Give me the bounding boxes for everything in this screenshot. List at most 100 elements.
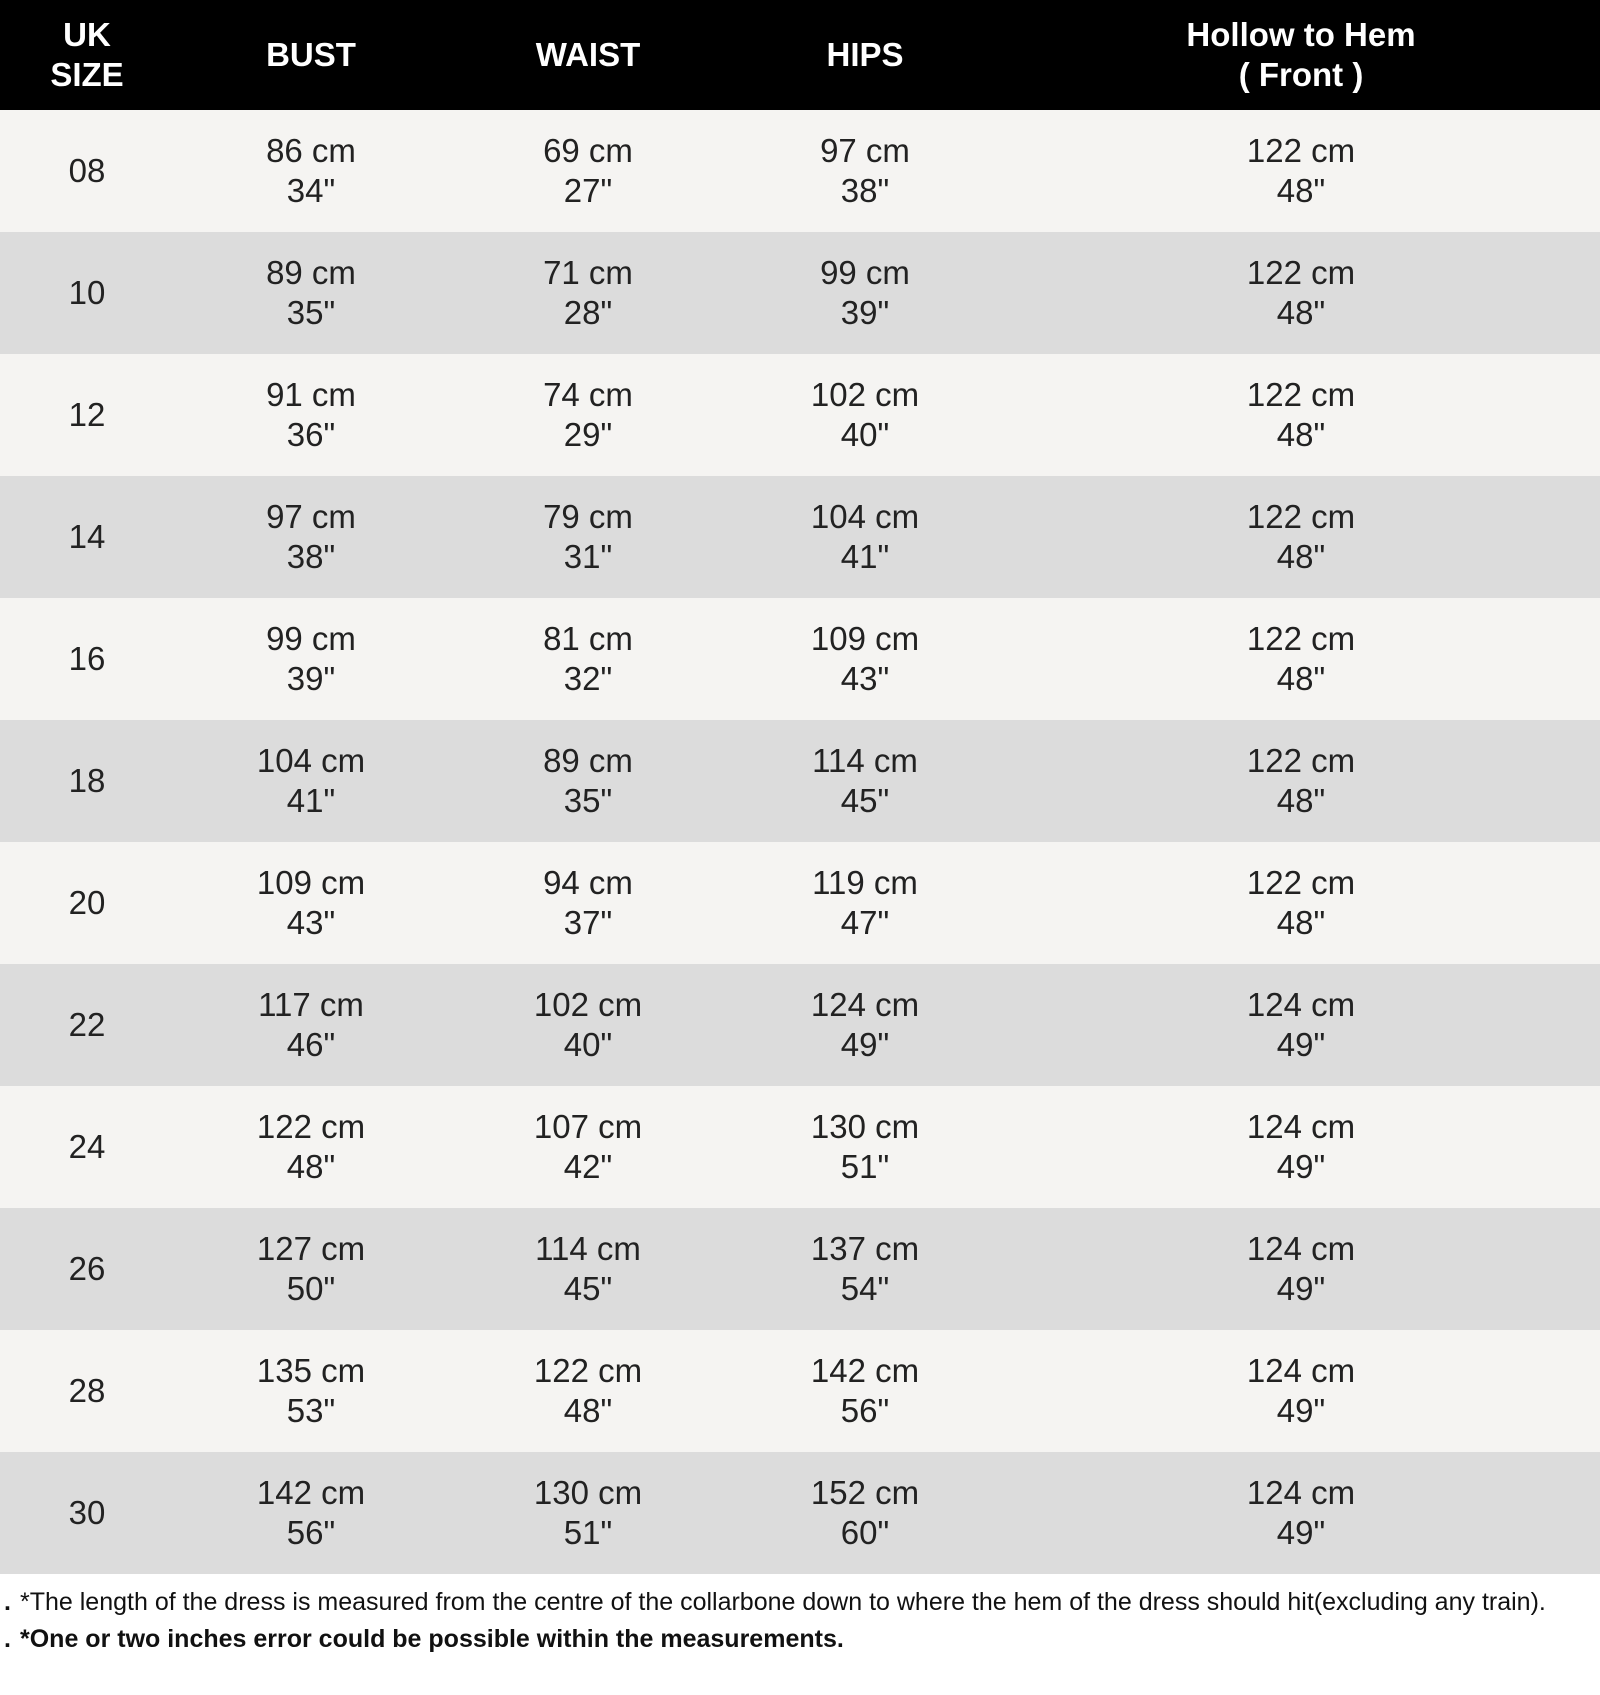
footer-notes: . *The length of the dress is measured fr… xyxy=(0,1574,1600,1658)
bust-cell: 89 cm 35" xyxy=(174,253,448,333)
inch-value: 45" xyxy=(563,1270,613,1307)
cm-value: 117 cm xyxy=(258,986,364,1023)
cm-value: 142 cm xyxy=(256,1474,366,1511)
inch-value: 56" xyxy=(840,1392,890,1429)
table-row: 22 117 cm 46" 102 cm 40" 124 cm 49" 124 cm 49" xyxy=(0,964,1600,1086)
inch-value: 35" xyxy=(563,782,613,819)
inch-value: 46" xyxy=(286,1026,336,1063)
cm-value: 122 cm xyxy=(533,1352,643,1389)
cm-value: 114 cm xyxy=(812,742,918,779)
bust-cell: 99 cm 39" xyxy=(174,619,448,699)
bust-cell: 97 cm 38" xyxy=(174,497,448,577)
waist-cell: 102 cm 40" xyxy=(448,985,728,1065)
hips-cell: 137 cm 54" xyxy=(728,1229,1002,1309)
header-text: WAIST xyxy=(535,36,641,73)
note-length: . *The length of the dress is measured fr… xyxy=(4,1584,1600,1621)
inch-value: 32" xyxy=(563,660,613,697)
size-chart-table: UK SIZE BUST WAIST HIPS Hollow to Hem( Fr… xyxy=(0,0,1600,1574)
hips-cell: 97 cm 38" xyxy=(728,131,1002,211)
header-hips: HIPS xyxy=(728,35,1002,75)
inch-value: 56" xyxy=(286,1514,336,1551)
cm-value: 122 cm xyxy=(1246,620,1356,657)
inch-value: 37" xyxy=(563,904,613,941)
waist-cell: 107 cm 42" xyxy=(448,1107,728,1187)
inch-value: 49" xyxy=(1276,1026,1326,1063)
inch-value: 39" xyxy=(286,660,336,697)
bust-cell: 117 cm 46" xyxy=(174,985,448,1065)
cm-value: 122 cm xyxy=(1246,254,1356,291)
waist-cell: 130 cm 51" xyxy=(448,1473,728,1553)
header-text: UK xyxy=(63,16,111,53)
size-cell: 30 xyxy=(68,1494,106,1531)
table-row: 16 99 cm 39" 81 cm 32" 109 cm 43" 122 cm 48" xyxy=(0,598,1600,720)
header-text: ( Front ) xyxy=(1238,56,1364,93)
inch-value: 35" xyxy=(286,294,336,331)
hem-cell: 122 cm 48" xyxy=(1002,863,1600,943)
inch-value: 48" xyxy=(1276,904,1326,941)
cm-value: 130 cm xyxy=(810,1108,920,1145)
cm-value: 135 cm xyxy=(256,1352,366,1389)
waist-cell: 81 cm 32" xyxy=(448,619,728,699)
hips-cell: 109 cm 43" xyxy=(728,619,1002,699)
cm-value: 137 cm xyxy=(810,1230,920,1267)
cm-value: 94 cm xyxy=(543,864,633,901)
inch-value: 45" xyxy=(840,782,890,819)
hips-cell: 119 cm 47" xyxy=(728,863,1002,943)
cm-value: 122 cm xyxy=(1246,498,1356,535)
cm-value: 89 cm xyxy=(543,742,633,779)
cm-value: 97 cm xyxy=(266,498,356,535)
inch-value: 43" xyxy=(286,904,336,941)
cm-value: 152 cm xyxy=(810,1474,920,1511)
table-header: UK SIZE BUST WAIST HIPS Hollow to Hem( Fr… xyxy=(0,0,1600,110)
waist-cell: 114 cm 45" xyxy=(448,1229,728,1309)
inch-value: 49" xyxy=(1276,1270,1326,1307)
cm-value: 97 cm xyxy=(820,132,910,169)
cm-value: 122 cm xyxy=(1246,132,1356,169)
waist-cell: 79 cm 31" xyxy=(448,497,728,577)
hem-cell: 124 cm 49" xyxy=(1002,1351,1600,1431)
inch-value: 31" xyxy=(563,538,613,575)
cm-value: 122 cm xyxy=(1246,376,1356,413)
cm-value: 124 cm xyxy=(1246,1230,1356,1267)
cm-value: 107 cm xyxy=(533,1108,643,1145)
inch-value: 42" xyxy=(563,1148,613,1185)
hem-cell: 124 cm 49" xyxy=(1002,1473,1600,1553)
hips-cell: 102 cm 40" xyxy=(728,375,1002,455)
cm-value: 124 cm xyxy=(1246,1352,1356,1389)
cm-value: 99 cm xyxy=(820,254,910,291)
hips-cell: 104 cm 41" xyxy=(728,497,1002,577)
bust-cell: 127 cm 50" xyxy=(174,1229,448,1309)
hips-cell: 152 cm 60" xyxy=(728,1473,1002,1553)
table-row: 12 91 cm 36" 74 cm 29" 102 cm 40" 122 cm 48" xyxy=(0,354,1600,476)
size-cell: 20 xyxy=(68,884,106,921)
table-row: 18 104 cm 41" 89 cm 35" 114 cm 45" 122 cm 48" xyxy=(0,720,1600,842)
bust-cell: 109 cm 43" xyxy=(174,863,448,943)
bust-cell: 104 cm 41" xyxy=(174,741,448,821)
table-row: 28 135 cm 53" 122 cm 48" 142 cm 56" 124 cm 49" xyxy=(0,1330,1600,1452)
inch-value: 49" xyxy=(840,1026,890,1063)
inch-value: 38" xyxy=(840,172,890,209)
bust-cell: 135 cm 53" xyxy=(174,1351,448,1431)
hem-cell: 122 cm 48" xyxy=(1002,497,1600,577)
hips-cell: 114 cm 45" xyxy=(728,741,1002,821)
header-hollow-to-hem: Hollow to Hem( Front ) xyxy=(1002,15,1600,95)
header-bust: BUST xyxy=(174,35,448,75)
note-text: *The length of the dress is measured fro… xyxy=(20,1588,1546,1616)
waist-cell: 122 cm 48" xyxy=(448,1351,728,1431)
cm-value: 114 cm xyxy=(535,1230,641,1267)
hem-cell: 122 cm 48" xyxy=(1002,131,1600,211)
hips-cell: 124 cm 49" xyxy=(728,985,1002,1065)
cm-value: 69 cm xyxy=(543,132,633,169)
table-row: 20 109 cm 43" 94 cm 37" 119 cm 47" 122 cm 48" xyxy=(0,842,1600,964)
inch-value: 60" xyxy=(840,1514,890,1551)
cm-value: 122 cm xyxy=(256,1108,366,1145)
bullet: . xyxy=(4,1625,11,1653)
inch-value: 53" xyxy=(286,1392,336,1429)
hips-cell: 99 cm 39" xyxy=(728,253,1002,333)
hem-cell: 124 cm 49" xyxy=(1002,1107,1600,1187)
inch-value: 49" xyxy=(1276,1148,1326,1185)
cm-value: 81 cm xyxy=(543,620,633,657)
size-cell: 28 xyxy=(68,1372,106,1409)
table-row: 24 122 cm 48" 107 cm 42" 130 cm 51" 124 cm 49" xyxy=(0,1086,1600,1208)
inch-value: 49" xyxy=(1276,1514,1326,1551)
